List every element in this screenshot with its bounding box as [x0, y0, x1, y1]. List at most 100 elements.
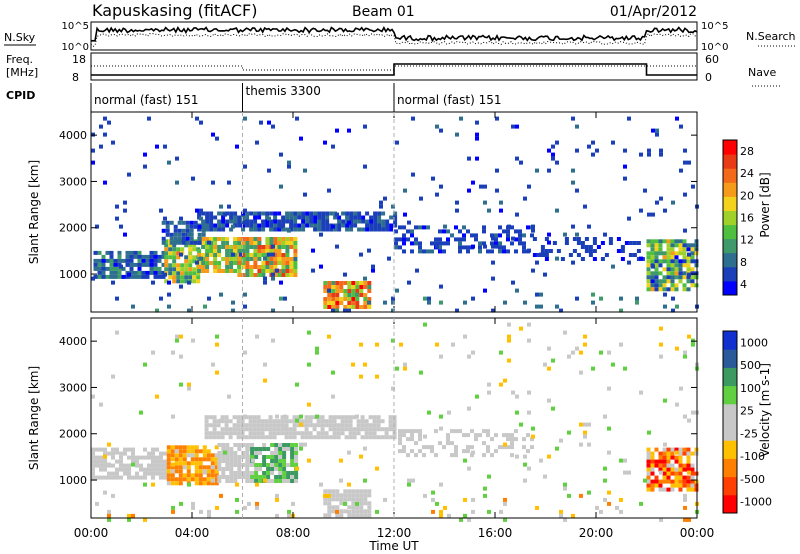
- heatmap-cell: [202, 481, 207, 486]
- heatmap-cell: [331, 224, 335, 229]
- colorbar-swatch: [723, 422, 737, 441]
- heatmap-cell: [279, 224, 283, 229]
- heatmap-cell: [201, 241, 206, 245]
- heatmap-cell: [323, 497, 328, 502]
- heatmap-cell: [294, 471, 299, 475]
- heatmap-cell: [161, 262, 166, 267]
- heatmap-cell: [679, 124, 683, 129]
- heatmap-cell: [109, 254, 114, 259]
- heatmap-cell: [475, 120, 479, 125]
- heatmap-cell: [510, 453, 514, 458]
- heatmap-cell: [636, 249, 641, 253]
- heatmap-cell: [290, 451, 295, 455]
- heatmap-cell: [655, 128, 659, 133]
- heatmap-cell: [147, 463, 151, 468]
- heatmap-cell: [131, 304, 135, 309]
- heatmap-cell: [127, 172, 131, 177]
- heatmap-cell: [159, 459, 163, 464]
- heatmap-cell: [107, 120, 111, 125]
- heatmap-cell: [293, 273, 298, 277]
- heatmap-cell: [233, 479, 238, 483]
- heatmap-cell: [355, 497, 360, 502]
- heatmap-cell: [474, 233, 478, 238]
- heatmap-cell: [527, 466, 531, 471]
- colorbar-tick-label: 100: [740, 382, 761, 395]
- heatmap-cell: [175, 334, 179, 339]
- heatmap-cell: [290, 475, 295, 479]
- heatmap-cell: [125, 250, 130, 255]
- heatmap-cell: [215, 370, 219, 375]
- heatmap-cell: [187, 232, 191, 237]
- heatmap-cell: [223, 212, 227, 217]
- heatmap-cell: [670, 483, 675, 488]
- heatmap-cell: [482, 241, 486, 246]
- heatmap-cell: [257, 257, 262, 261]
- heatmap-cell: [611, 140, 615, 145]
- heatmap-cell: [290, 447, 295, 451]
- heatmap-cell: [274, 475, 279, 479]
- heatmap-cell: [467, 466, 471, 471]
- heatmap-cell: [359, 497, 363, 502]
- heatmap-cell: [474, 237, 478, 242]
- heatmap-cell: [174, 453, 179, 458]
- cpid-label: CPID: [6, 89, 35, 102]
- colorbar-tick-label: 500: [740, 359, 761, 372]
- heatmap-cell: [262, 463, 267, 467]
- heatmap-cell: [228, 431, 233, 436]
- heatmap-cell: [659, 196, 663, 201]
- heatmap-cell: [356, 431, 361, 436]
- heatmap-cell: [254, 447, 259, 451]
- heatmap-cell: [365, 211, 370, 216]
- heatmap-cell: [364, 431, 369, 436]
- heatmap-cell: [145, 258, 150, 263]
- heatmap-cell: [278, 479, 283, 483]
- heatmap-cell: [647, 430, 651, 435]
- heatmap-cell: [285, 265, 290, 269]
- heatmap-cell: [351, 501, 356, 506]
- heatmap-cell: [666, 287, 671, 292]
- heatmap-cell: [658, 239, 663, 244]
- heatmap-cell: [258, 451, 263, 455]
- heatmap-cell: [511, 280, 515, 285]
- heatmap-cell: [293, 211, 298, 216]
- heatmap-cell: [191, 505, 195, 510]
- heatmap-cell: [184, 279, 189, 284]
- heatmap-cell: [133, 250, 138, 255]
- heatmap-cell: [535, 168, 539, 173]
- heatmap-cell: [391, 386, 395, 391]
- heatmap-cell: [368, 415, 373, 420]
- heatmap-cell: [289, 273, 294, 277]
- heatmap-cell: [552, 241, 557, 245]
- heatmap-cell: [221, 269, 226, 273]
- heatmap-cell: [169, 220, 174, 225]
- heatmap-cell: [323, 297, 328, 301]
- heatmap-cell: [233, 269, 238, 273]
- heatmap-cell: [324, 431, 329, 436]
- heatmap-cell: [221, 245, 226, 249]
- heatmap-cell: [619, 497, 623, 502]
- heatmap-cell: [212, 415, 217, 420]
- heatmap-cell: [616, 249, 621, 253]
- heatmap-cell: [213, 261, 218, 265]
- heatmap-cell: [671, 308, 675, 313]
- heatmap-cell: [328, 435, 333, 440]
- heatmap-cell: [248, 427, 253, 432]
- heatmap-cell: [261, 245, 266, 249]
- heatmap-cell: [572, 249, 577, 253]
- heatmap-cell: [95, 459, 99, 464]
- heatmap-cell: [333, 223, 338, 228]
- heatmap-cell: [627, 260, 631, 265]
- heatmap-cell: [662, 467, 667, 472]
- heatmap-cell: [143, 447, 147, 452]
- heatmap-cell: [163, 463, 167, 468]
- heatmap-cell: [686, 475, 691, 480]
- heatmap-cell: [344, 427, 349, 432]
- heatmap-cell: [254, 455, 259, 459]
- heatmap-cell: [357, 219, 362, 224]
- heatmap-cell: [233, 237, 238, 241]
- heatmap-cell: [247, 501, 251, 506]
- heatmap-cell: [674, 479, 679, 484]
- heatmap-cell: [255, 140, 259, 145]
- heatmap-cell: [535, 292, 539, 297]
- heatmap-cell: [209, 223, 214, 228]
